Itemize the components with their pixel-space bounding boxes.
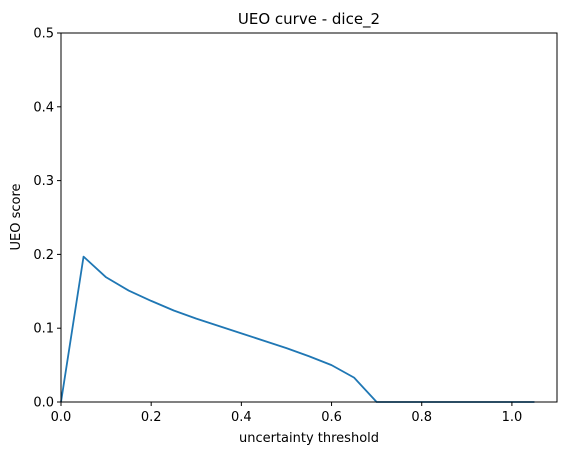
y-tick-label: 0.4 — [33, 100, 54, 115]
x-tick-label: 0.2 — [141, 410, 162, 425]
x-tick-label: 0.4 — [231, 410, 252, 425]
x-tick-label: 0.8 — [411, 410, 432, 425]
y-axis-label: UEO score — [9, 183, 24, 250]
series-line — [61, 257, 534, 402]
y-tick-label: 0.3 — [33, 174, 54, 189]
plot-frame — [61, 33, 557, 402]
x-axis: 0.0 0.2 0.4 0.6 0.8 1.0 — [51, 402, 523, 425]
x-tick-label: 1.0 — [502, 410, 523, 425]
y-tick-label: 0.1 — [33, 322, 54, 337]
x-axis-label: uncertainty threshold — [239, 431, 379, 446]
y-tick-label: 0.2 — [33, 248, 54, 263]
y-axis: 0.0 0.1 0.2 0.3 0.4 0.5 — [33, 27, 61, 411]
series-layer — [61, 257, 534, 402]
y-tick-label: 0.5 — [33, 27, 54, 42]
x-tick-label: 0.0 — [51, 410, 72, 425]
y-tick-label: 0.0 — [33, 396, 54, 411]
plot-area — [61, 33, 557, 402]
chart-title: UEO curve - dice_2 — [238, 10, 380, 29]
x-tick-label: 0.6 — [321, 410, 342, 425]
